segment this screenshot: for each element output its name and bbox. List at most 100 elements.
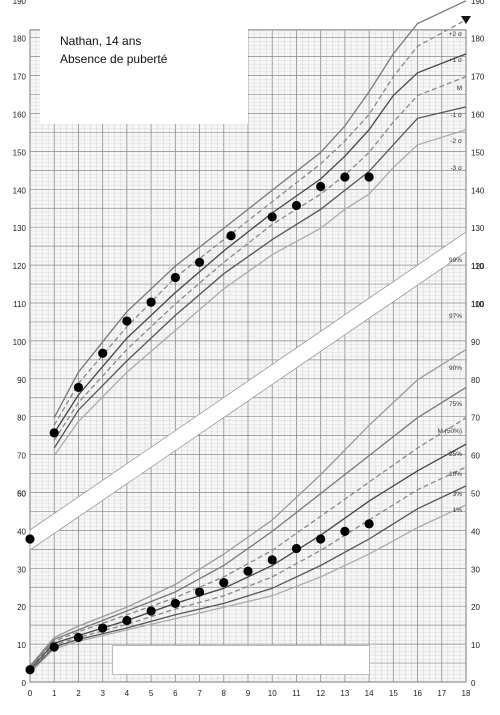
height-reference-curve [53, 19, 467, 426]
weight-reference-curve [29, 386, 467, 668]
height-tick-label-left: 140 [13, 186, 27, 195]
weight-reference-curve [29, 443, 467, 670]
height-point [340, 172, 350, 182]
height-point [73, 382, 84, 392]
weight-reference-curve [29, 504, 467, 674]
weight-tick-label-right: 60 [471, 452, 480, 461]
weight-curve-label: 3% [453, 491, 463, 498]
weight-point [243, 566, 253, 576]
weight-tick-label-right: 10 [471, 641, 480, 650]
x-tick-label: 0 [28, 689, 33, 698]
x-tick-label: 2 [76, 689, 81, 698]
weight-curve-label: 75% [449, 401, 462, 408]
data-points [25, 172, 374, 675]
x-tick-label: 4 [125, 689, 130, 698]
blank-box [112, 645, 370, 675]
height-tick-label-right: 160 [471, 111, 485, 120]
weight-curve-label: 99% [449, 257, 462, 264]
weight-tick-label-right: 110 [471, 262, 484, 271]
weight-point [194, 587, 205, 597]
weight-tick-label-left: 20 [17, 603, 26, 612]
weight-tick-label-left: 0 [22, 679, 27, 688]
curve-labels: +2 σ +1 σ M -1 σ -2 σ -3 σ 99% 97% 90% 75% M (50%)… [437, 31, 462, 514]
height-point [267, 212, 277, 222]
weight-point [25, 534, 35, 544]
x-tick-label: 14 [365, 689, 374, 698]
height-tick-label-left: 120 [13, 262, 27, 271]
height-curve-label: -3 σ [450, 165, 462, 172]
height-point [170, 272, 180, 283]
x-tick-label: 10 [268, 689, 277, 698]
weight-curve-label: 10% [449, 471, 462, 478]
weight-point [170, 598, 180, 609]
height-reference-curve [53, 129, 467, 456]
height-point [49, 428, 59, 438]
weight-point [122, 615, 132, 626]
weight-tick-label-right: 0 [471, 679, 476, 688]
x-tick-label: 8 [222, 689, 227, 698]
height-tick-label-left: 90 [17, 376, 26, 385]
weight-point [267, 555, 277, 565]
height-tick-label-right: 110 [471, 300, 484, 309]
x-tick-label: 9 [246, 689, 251, 698]
weight-point [219, 577, 229, 588]
height-point [194, 257, 205, 267]
weight-point [49, 642, 59, 652]
weight-curve-label: 25% [449, 451, 462, 458]
x-tick-label: 12 [316, 689, 325, 698]
height-tick-label-right: 150 [471, 148, 485, 157]
height-tick-label-right: 180 [471, 35, 485, 44]
height-tick-label-right: 140 [471, 186, 485, 195]
x-tick-label: 1 [52, 689, 57, 698]
weight-reference-curve [29, 485, 467, 673]
height-tick-label-left: 150 [13, 148, 27, 157]
height-point [226, 231, 236, 241]
weight-reference-curve [29, 417, 467, 669]
height-tick-label-right: 130 [471, 224, 485, 233]
height-tick-label-left: 100 [13, 338, 27, 347]
height-curve-label: -2 σ [450, 138, 462, 145]
height-point [122, 316, 132, 326]
weight-point [316, 534, 326, 544]
height-reference-curve [53, 53, 467, 434]
weight-point [25, 665, 35, 675]
x-tick-label: 3 [100, 689, 105, 698]
weight-curve-label: 90% [449, 365, 462, 372]
chart-grid [29, 29, 467, 683]
chart-axes: 0 1 2 3 4 5 6 7 8 9 10 11 12 13 14 15 16 17 18607080901001… [13, 0, 485, 698]
weight-point [340, 526, 350, 537]
x-tick-label: 13 [340, 689, 349, 698]
patient-note: Absence de puberté [60, 52, 168, 66]
weight-point [146, 606, 156, 616]
weight-tick-label-right: 40 [471, 527, 480, 536]
height-tick-label-right: 170 [471, 73, 485, 82]
height-tick-label-left: 190 [13, 0, 27, 6]
height-tick-label-left: 130 [13, 224, 27, 233]
weight-tick-label-right: 30 [471, 565, 480, 574]
height-point [98, 348, 108, 358]
top-marker-icon [461, 16, 471, 24]
height-point [291, 200, 302, 211]
weight-tick-label-right: 50 [471, 490, 480, 499]
annotation-box: Nathan, 14 ans Absence de puberté [40, 22, 248, 124]
x-tick-label: 15 [389, 689, 398, 698]
height-reference-curve [53, 106, 467, 449]
weight-point [98, 623, 108, 633]
height-tick-label-left: 170 [13, 73, 27, 82]
weight-tick-label-right: 70 [471, 414, 480, 423]
weight-point [73, 632, 84, 643]
x-tick-label: 18 [462, 689, 471, 698]
height-point [146, 297, 156, 307]
weight-tick-label-left: 30 [17, 565, 26, 574]
x-tick-label: 5 [149, 689, 154, 698]
height-tick-label-left: 110 [13, 300, 26, 309]
weight-tick-label-right: 20 [471, 603, 480, 612]
height-point [316, 181, 326, 192]
height-point [364, 172, 374, 182]
weight-tick-label-left: 50 [17, 490, 26, 499]
weight-reference-curve [29, 466, 467, 671]
x-tick-label: 11 [292, 689, 301, 698]
weight-tick-label-left: 10 [17, 641, 26, 650]
height-reference-curve [53, 0, 467, 419]
